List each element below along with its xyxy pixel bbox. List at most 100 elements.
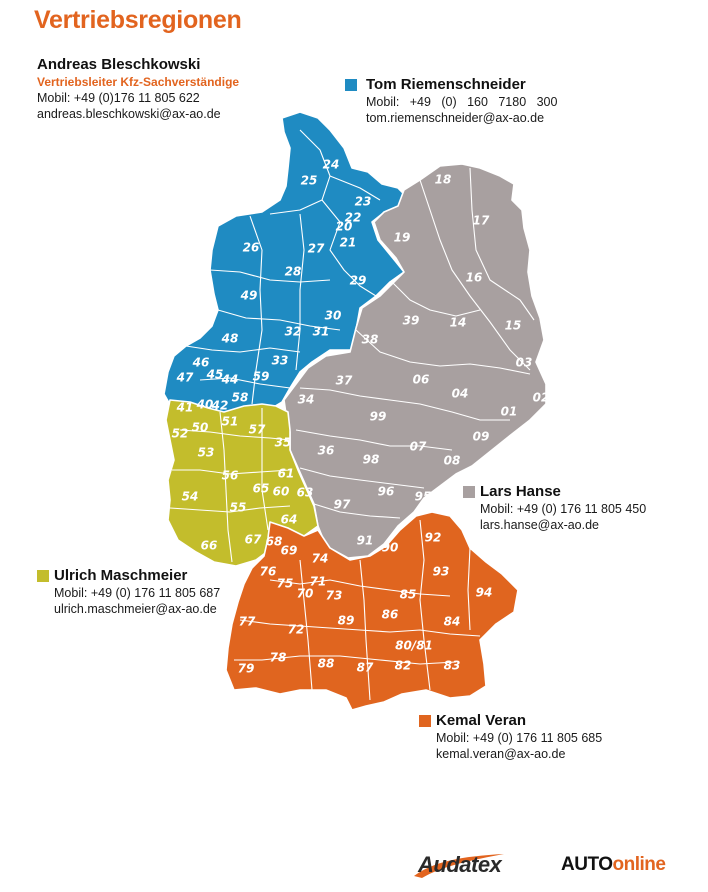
region-area-orange xyxy=(225,511,519,711)
region-label-orange: 87 xyxy=(357,661,374,675)
region-label-gray: 17 xyxy=(473,214,490,228)
region-label-yellow: 64 xyxy=(281,513,298,527)
legend-swatch-yellow xyxy=(37,570,49,582)
audatex-logo-text: Audatex xyxy=(418,852,502,877)
region-label-gray: 15 xyxy=(505,319,522,333)
contact-veran: Kemal Veran Mobil: +49 (0) 176 11 805 68… xyxy=(436,712,602,762)
region-label-gray: 96 xyxy=(378,485,395,499)
region-label-gray: 34 xyxy=(298,393,315,407)
region-label-orange: 83 xyxy=(444,659,461,673)
region-label-blue: 44 xyxy=(221,373,239,387)
region-label-blue: 23 xyxy=(355,195,372,209)
region-label-yellow: 61 xyxy=(278,467,295,481)
region-label-orange: 84 xyxy=(444,615,461,629)
region-label-orange: 75 xyxy=(277,577,294,591)
region-label-blue: 28 xyxy=(285,265,302,279)
region-label-blue: 21 xyxy=(340,236,357,250)
contact-riemenschneider: Tom Riemenschneider Mobil: +49 (0) 160 7… xyxy=(366,76,557,126)
region-label-gray: 91 xyxy=(357,534,374,548)
region-label-gray: 97 xyxy=(334,498,351,512)
region-label-gray: 95 xyxy=(415,490,432,504)
region-label-blue: 30 xyxy=(325,309,342,323)
region-label-gray: 90 xyxy=(382,541,399,555)
region-label-yellow: 54 xyxy=(182,490,199,504)
contact-hanse: Lars Hanse Mobil: +49 (0) 176 11 805 450… xyxy=(480,483,646,533)
region-label-gray: 19 xyxy=(394,231,411,245)
region-label-orange: 92 xyxy=(425,531,442,545)
region-label-orange: 89 xyxy=(338,614,355,628)
region-label-yellow: 67 xyxy=(245,533,262,547)
region-label-orange: 85 xyxy=(400,588,417,602)
autoonline-logo-part1: AUTO xyxy=(561,854,613,875)
contact-name: Andreas Bleschkowski xyxy=(37,56,201,73)
region-label-gray: 07 xyxy=(410,440,427,454)
region-label-blue: 27 xyxy=(308,242,325,256)
region-label-blue: 40 xyxy=(196,398,214,412)
legend-swatch-orange xyxy=(419,715,431,727)
region-label-blue: 26 xyxy=(243,241,260,255)
region-label-gray: 36 xyxy=(318,444,335,458)
region-label-gray: 99 xyxy=(370,410,387,424)
contact-name: Kemal Veran xyxy=(436,712,527,729)
region-label-blue: 58 xyxy=(232,391,249,405)
contact-email[interactable]: ulrich.maschmeier@ax-ao.de xyxy=(54,602,217,616)
region-label-yellow: 66 xyxy=(201,539,218,553)
region-label-blue: 49 xyxy=(240,289,258,303)
contact-phone: Mobil: +49 (0) 176 11 805 687 xyxy=(54,586,221,600)
region-label-orange: 80/81 xyxy=(395,639,433,653)
region-label-orange: 94 xyxy=(476,586,493,600)
contact-name: Lars Hanse xyxy=(480,483,561,500)
contact-email[interactable]: kemal.veran@ax-ao.de xyxy=(436,747,566,761)
autoonline-logo-part2: online xyxy=(612,854,666,875)
region-label-yellow: 65 xyxy=(253,482,270,496)
region-label-blue: 20 xyxy=(336,220,353,234)
contact-name: Tom Riemenschneider xyxy=(366,76,526,93)
contact-phone: Mobil: +49 (0) 160 7180 300 xyxy=(366,95,558,109)
region-label-yellow: 35 xyxy=(275,436,292,450)
region-label-blue: 45 xyxy=(206,368,224,382)
region-label-orange: 71 xyxy=(310,575,327,589)
region-label-blue: 48 xyxy=(221,332,239,346)
contact-email[interactable]: tom.riemenschneider@ax-ao.de xyxy=(366,111,545,125)
audatex-logo xyxy=(414,854,504,878)
region-label-blue: 22 xyxy=(345,211,362,225)
contact-email[interactable]: lars.hanse@ax-ao.de xyxy=(480,518,600,532)
region-label-yellow: 52 xyxy=(172,427,189,441)
region-label-orange: 82 xyxy=(395,659,412,673)
subregion-borders xyxy=(169,129,535,701)
region-label-orange: 70 xyxy=(297,587,314,601)
region-label-orange: 68 xyxy=(266,535,283,549)
region-label-gray: 02 xyxy=(533,391,550,405)
region-label-orange: 79 xyxy=(238,662,255,676)
contact-email[interactable]: andreas.bleschkowski@ax-ao.de xyxy=(37,107,221,121)
region-label-orange: 73 xyxy=(326,589,343,603)
region-label-gray: 38 xyxy=(362,333,379,347)
page-title: Vertriebsregionen xyxy=(34,6,242,34)
region-label-gray: 04 xyxy=(452,387,469,401)
region-area-gray xyxy=(283,163,547,559)
legend-swatch-blue xyxy=(345,79,357,91)
region-label-blue: 42 xyxy=(211,399,229,413)
contact-phone: Mobil: +49 (0) 176 11 805 450 xyxy=(480,502,647,516)
region-label-gray: 03 xyxy=(516,356,533,370)
region-label-blue: 46 xyxy=(192,356,210,370)
contact-maschmeier: Ulrich Maschmeier Mobil: +49 (0) 176 11 … xyxy=(54,567,220,617)
legend-swatch-gray xyxy=(463,486,475,498)
contact-name: Ulrich Maschmeier xyxy=(54,567,188,584)
region-label-yellow: 60 xyxy=(273,485,290,499)
region-label-orange: 86 xyxy=(382,608,399,622)
region-label-orange: 74 xyxy=(312,552,329,566)
region-label-gray: 16 xyxy=(466,271,483,285)
region-label-yellow: 56 xyxy=(222,469,239,483)
autoonline-logo: AUTOonline xyxy=(561,854,666,876)
region-label-orange: 93 xyxy=(433,565,450,579)
region-label-orange: 76 xyxy=(260,565,277,579)
region-label-orange: 72 xyxy=(288,623,305,637)
region-label-yellow: 57 xyxy=(249,423,266,437)
region-label-yellow: 55 xyxy=(230,501,247,515)
region-label-gray: 09 xyxy=(473,430,490,444)
region-label-blue: 33 xyxy=(272,354,289,368)
region-label-gray: 06 xyxy=(413,373,430,387)
